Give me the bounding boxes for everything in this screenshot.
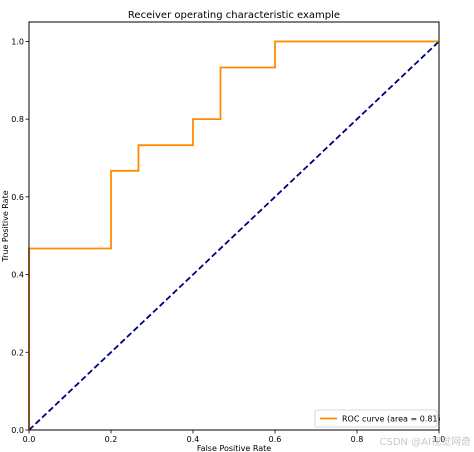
y-axis-label: True Positive Rate <box>1 190 10 262</box>
chart-title: Receiver operating characteristic exampl… <box>128 10 340 21</box>
x-tick-label: 0.8 <box>351 435 364 444</box>
plot-frame <box>28 21 440 431</box>
plot-background <box>29 22 439 430</box>
y-tick-label: 0.4 <box>11 271 24 280</box>
roc-curve-line <box>28 40 439 430</box>
series-layer <box>28 40 440 431</box>
x-tick-label: 0.0 <box>23 435 36 444</box>
x-tick-label: 0.4 <box>187 435 200 444</box>
x-axis-ticks: 0.0 0.2 0.4 0.6 0.8 1.0 <box>23 430 446 444</box>
chance-diagonal-line <box>28 40 440 431</box>
y-tick-label: 0.6 <box>11 193 24 202</box>
y-tick-label: 0.0 <box>11 426 24 435</box>
x-tick-label: 1.0 <box>433 435 446 444</box>
legend-label-roc: ROC curve (area = 0.81) <box>342 415 441 424</box>
y-tick-label: 0.2 <box>11 348 24 357</box>
y-axis-ticks: 0.0 0.2 0.4 0.6 0.8 1.0 <box>11 37 29 435</box>
watermark: CSDN @AI视觉网奇 <box>380 435 471 448</box>
y-tick-label: 1.0 <box>11 37 24 46</box>
x-tick-label: 0.6 <box>269 435 282 444</box>
y-tick-label: 0.8 <box>11 115 24 124</box>
legend-box <box>314 409 438 428</box>
x-axis-label: False Positive Rate <box>197 444 271 452</box>
legend: ROC curve (area = 0.81) <box>314 409 441 428</box>
x-tick-label: 0.2 <box>105 435 118 444</box>
